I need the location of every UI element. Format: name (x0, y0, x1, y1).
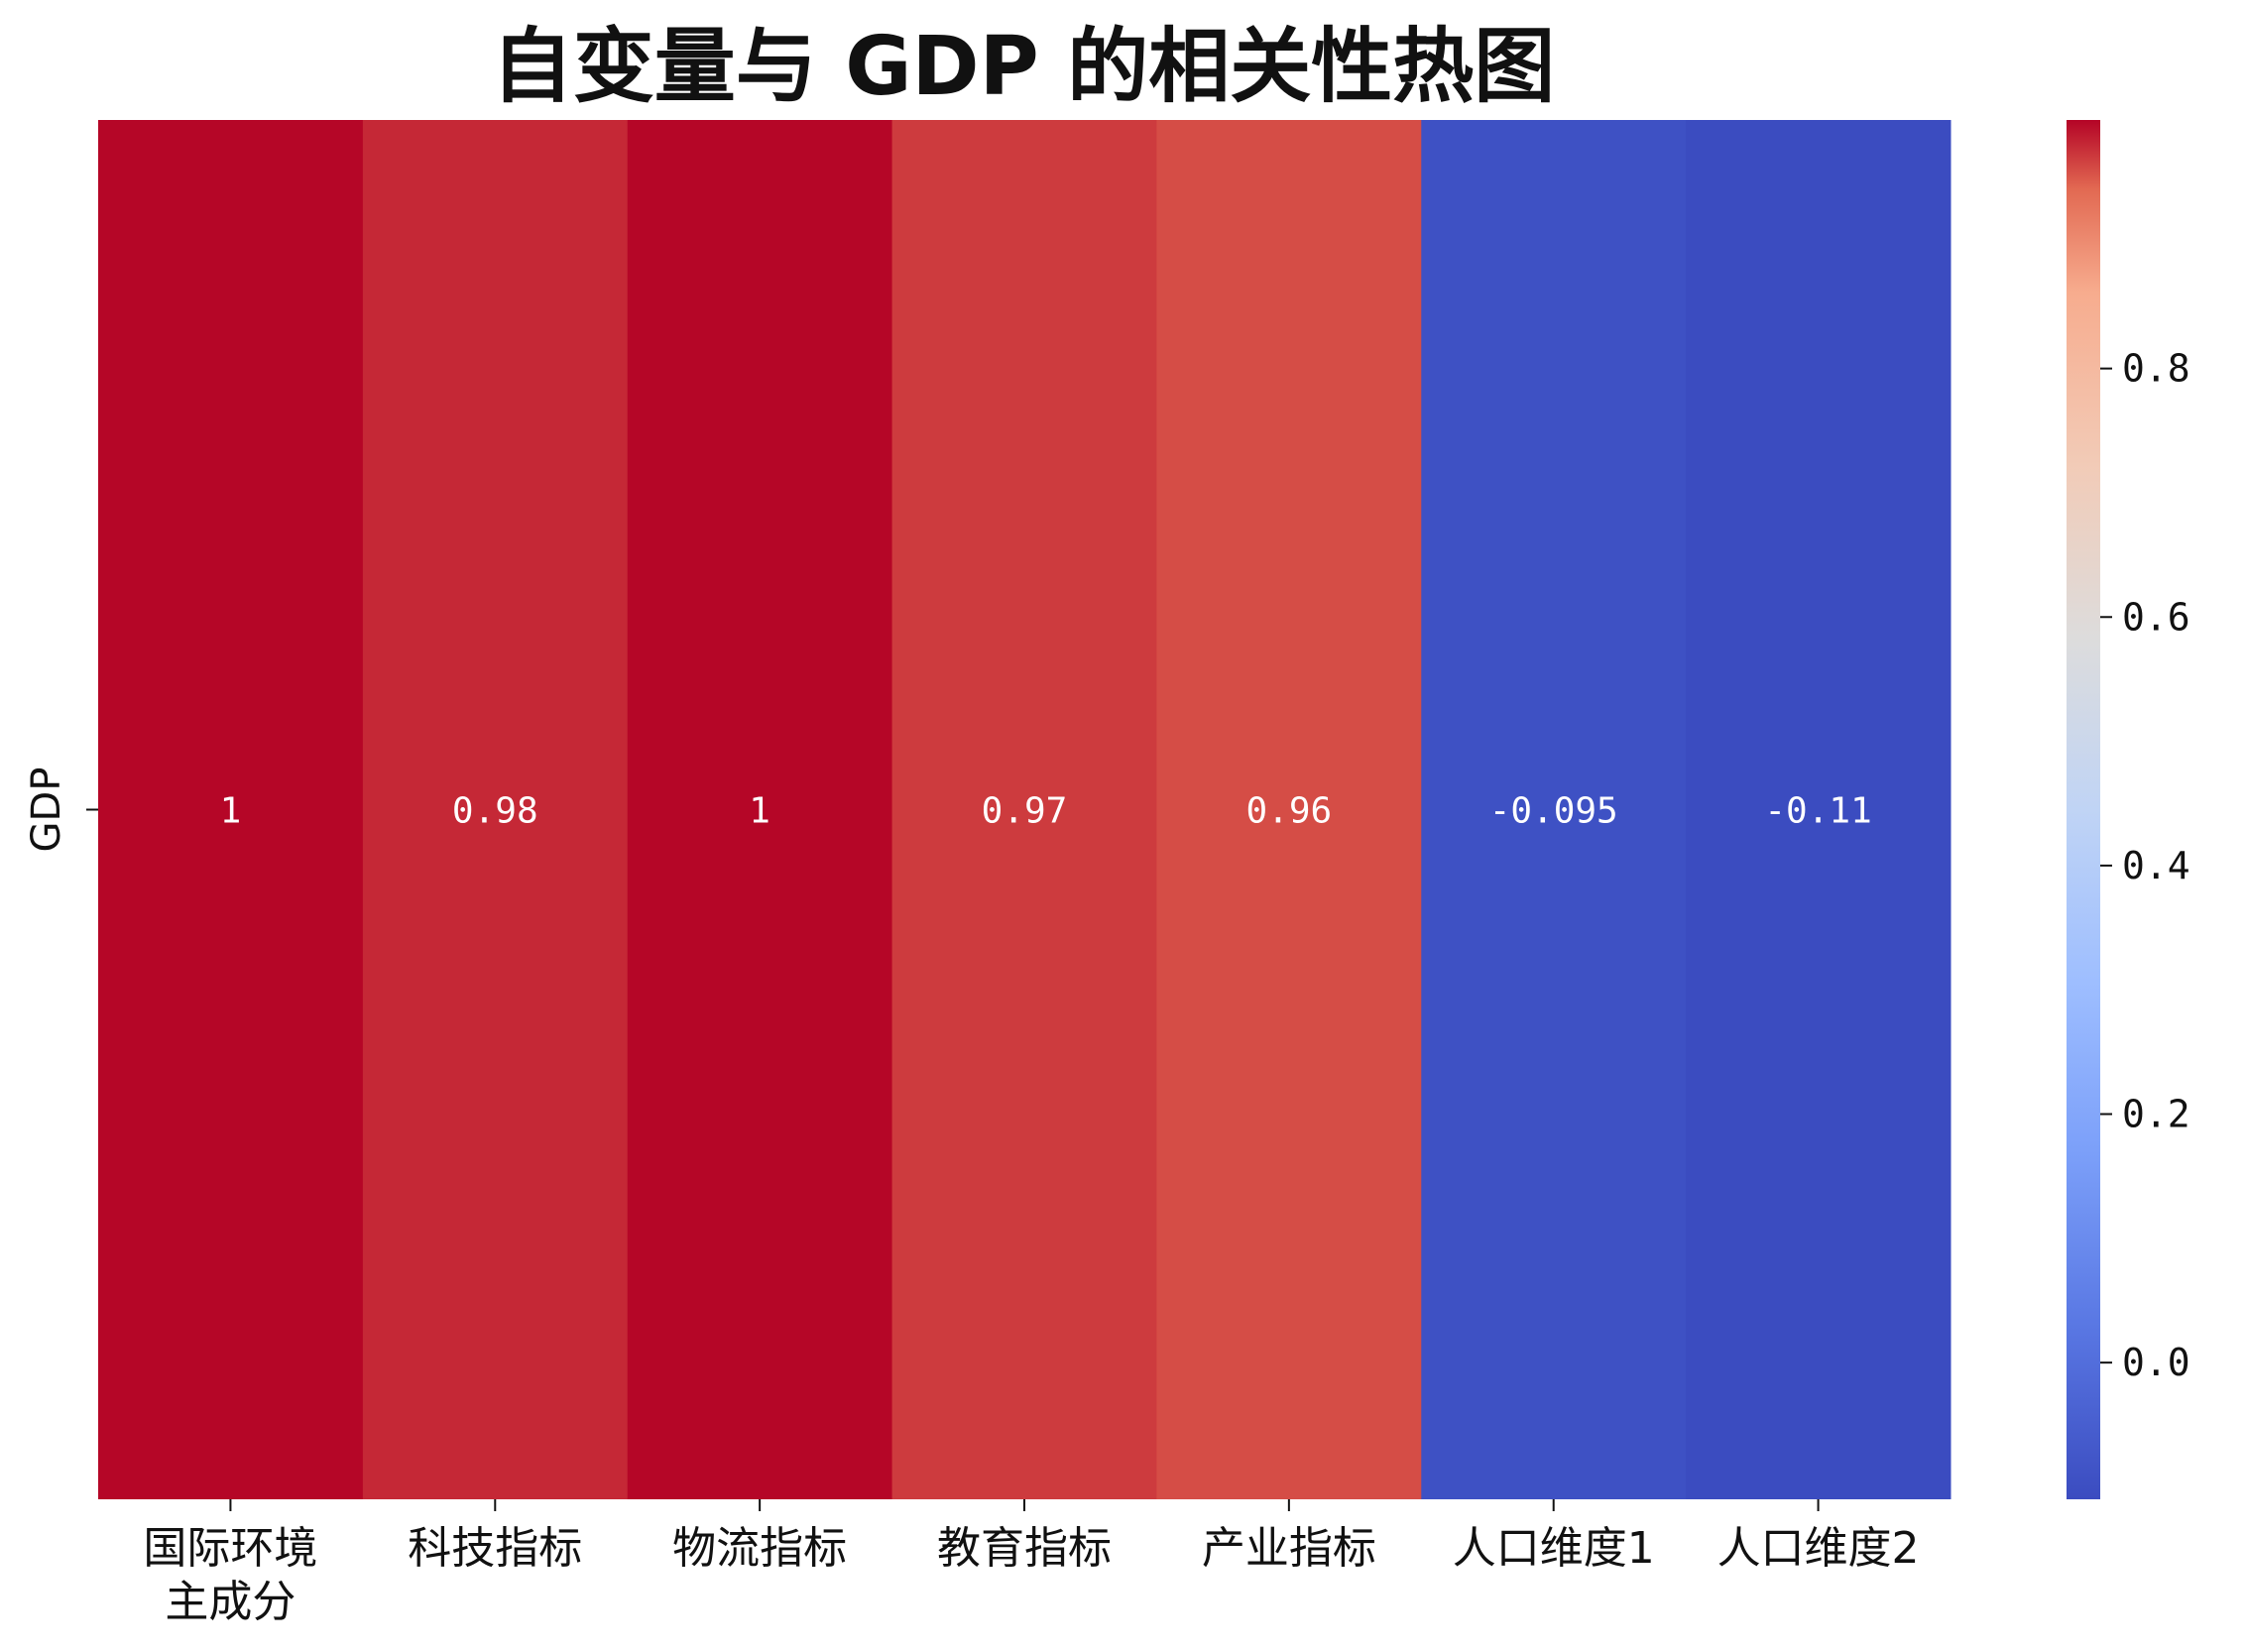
heatmap-cells (98, 120, 1951, 1499)
colorbar-axis: 0.0 0.2 0.4 0.6 0.8 (2100, 347, 2190, 1384)
heatmap-cell (98, 120, 364, 1499)
heatmap-cell (362, 120, 629, 1499)
cell-annotation: 0.96 (1246, 791, 1333, 832)
x-tick-label: 人口维度2 (1717, 1523, 1920, 1574)
colorbar-tick-label: 0.4 (2122, 844, 2190, 887)
cell-annotation: 0.97 (982, 791, 1068, 832)
heatmap-cell (891, 120, 1157, 1499)
y-tick-label: GDP (24, 767, 69, 853)
x-tick-label: 人口维度1 (1453, 1523, 1655, 1574)
heatmap-cell (1156, 120, 1422, 1499)
cell-annotation: 1 (220, 791, 242, 832)
heatmap-cell (1686, 120, 1951, 1499)
cell-annotation: 1 (749, 791, 770, 832)
x-tick-label: 物流指标 (672, 1523, 847, 1574)
colorbar-tick-label: 0.6 (2122, 595, 2190, 639)
colorbar-tick-label: 0.2 (2122, 1093, 2190, 1136)
colorbar-tick-label: 0.8 (2122, 347, 2190, 391)
cell-annotations: 1 0.98 1 0.97 0.96 -0.095 -0.11 (220, 791, 1872, 832)
x-tick-label: 科技指标 (408, 1523, 582, 1574)
colorbar (2067, 120, 2100, 1499)
cell-annotation: 0.98 (452, 791, 538, 832)
x-tick-label: 产业指标 (1202, 1523, 1376, 1574)
x-tick-label: 主成分 (165, 1577, 296, 1627)
heatmap-cell (627, 120, 893, 1499)
x-tick-label: 教育指标 (937, 1523, 1112, 1574)
cell-annotation: -0.11 (1764, 791, 1871, 832)
colorbar-tick-label: 0.0 (2122, 1341, 2190, 1384)
cell-annotation: -0.095 (1489, 791, 1618, 832)
heatmap-cell (1421, 120, 1687, 1499)
chart-title: 自变量与 GDP 的相关性热图 (492, 20, 1556, 114)
y-axis: GDP (24, 767, 98, 853)
x-tick-label: 国际环境 (143, 1523, 317, 1574)
